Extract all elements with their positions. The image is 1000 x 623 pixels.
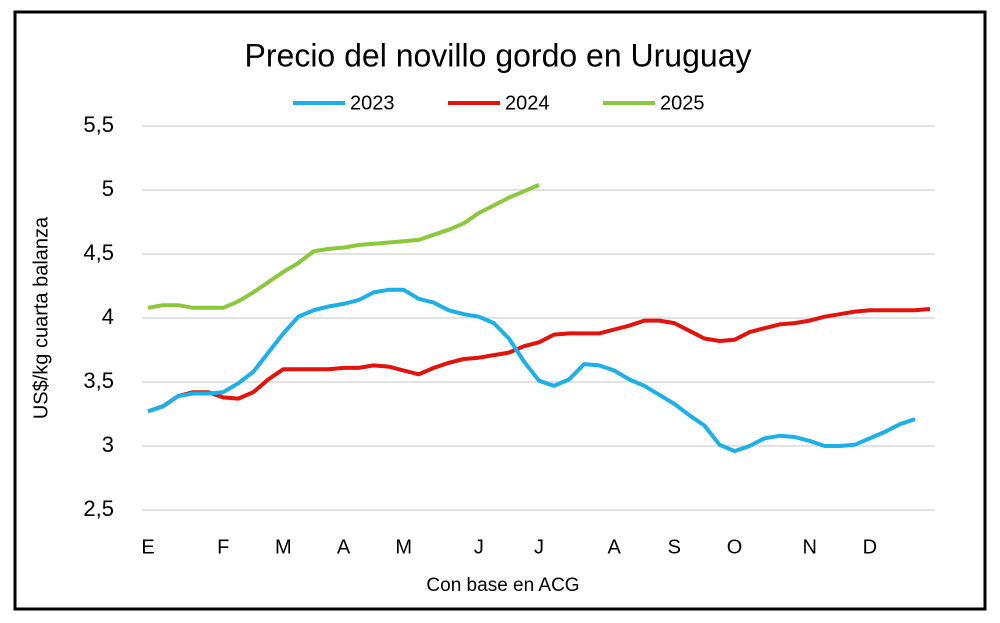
x-tick-label: S <box>668 536 681 558</box>
y-tick-label: 2,5 <box>83 496 114 521</box>
legend-label: 2023 <box>350 92 395 114</box>
y-tick-label: 5 <box>102 176 114 201</box>
y-tick-label: 4,5 <box>83 240 114 265</box>
x-tick-label: A <box>337 536 351 558</box>
y-axis-title: US$/kg cuarta balanza <box>30 216 52 419</box>
x-tick-label: O <box>727 536 743 558</box>
x-axis-title: Con base en ACG <box>426 575 579 596</box>
series-line <box>147 287 916 454</box>
series-line <box>147 307 931 414</box>
chart-title: Precio del novillo gordo en Uruguay <box>245 37 752 73</box>
x-tick-label: D <box>863 536 877 558</box>
x-tick-label: E <box>141 536 154 558</box>
x-tick-label: M <box>275 536 292 558</box>
x-tick-label: N <box>802 536 816 558</box>
x-tick-label: A <box>608 536 622 558</box>
x-tick-label: J <box>474 536 484 558</box>
series-line <box>147 183 540 310</box>
x-tick-label: J <box>534 536 544 558</box>
x-tick-label: M <box>395 536 412 558</box>
y-tick-label: 3,5 <box>83 368 114 393</box>
legend-label: 2024 <box>505 92 550 114</box>
x-tick-label: F <box>217 536 229 558</box>
y-tick-label: 4 <box>102 304 114 329</box>
y-tick-label: 3 <box>102 432 114 457</box>
legend-label: 2025 <box>660 92 705 114</box>
y-tick-label: 5,5 <box>83 112 114 137</box>
